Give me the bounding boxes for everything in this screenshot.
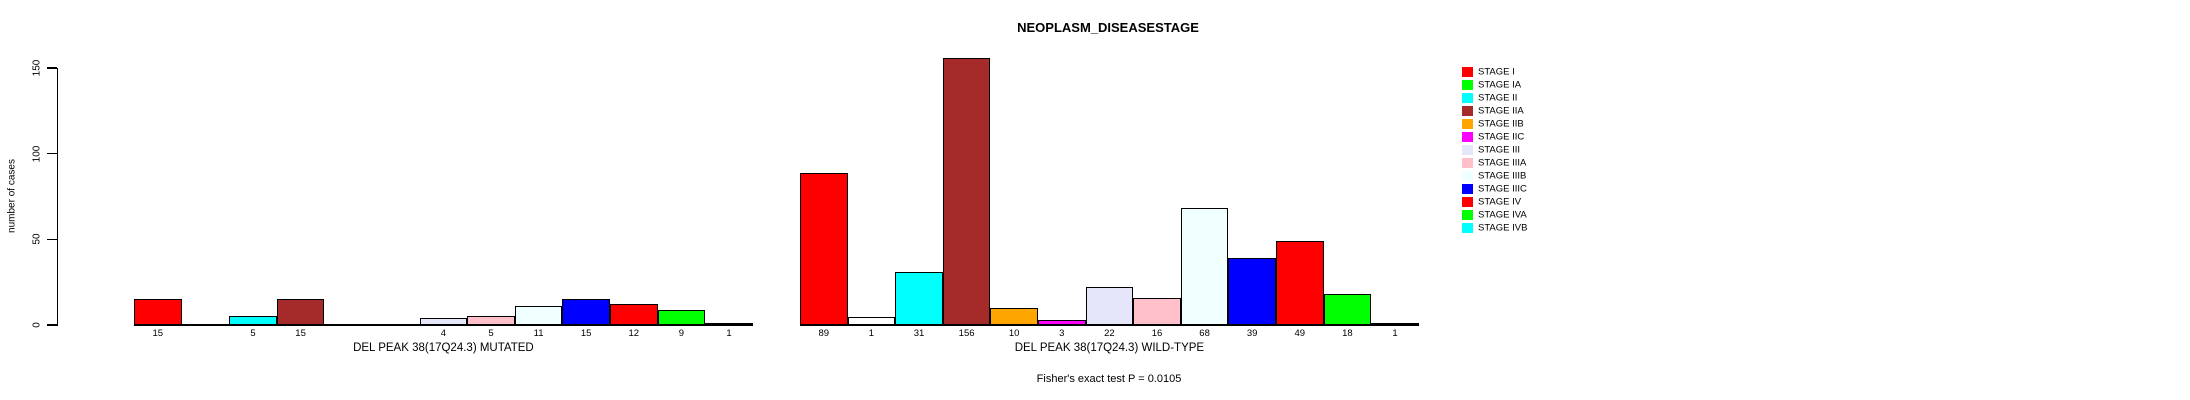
legend-label-stage-iv: STAGE IV (1478, 196, 1522, 208)
bar-stage-iva-del-peak-38-17q24-3-mutated (657, 309, 706, 325)
chart-title: NEOPLASM_DISEASESTAGE (1017, 20, 1199, 35)
bar-stage-iiib-del-peak-38-17q24-3-wild-type (1180, 208, 1229, 325)
bar-count-stage-iiic-del-peak-38-17q24-3-wild-type: 39 (1246, 328, 1258, 339)
legend-label-stage-iii: STAGE III (1478, 144, 1521, 156)
legend-label-stage-i: STAGE I (1478, 66, 1515, 78)
bar-stage-iv-del-peak-38-17q24-3-mutated (610, 304, 658, 325)
bar-count-stage-iia-del-peak-38-17q24-3-wild-type: 156 (958, 328, 975, 339)
bar-count-stage-iiic-del-peak-38-17q24-3-mutated: 15 (580, 328, 592, 339)
bar-count-stage-iiia-del-peak-38-17q24-3-mutated: 5 (488, 328, 494, 339)
legend-label-stage-iiia: STAGE IIIA (1478, 157, 1527, 169)
bar-count-stage-iiib-del-peak-38-17q24-3-wild-type: 68 (1199, 328, 1210, 339)
bar-stage-iva-del-peak-38-17q24-3-wild-type (1323, 294, 1372, 325)
bar-stage-ii-del-peak-38-17q24-3-mutated (229, 316, 277, 325)
bar-count-stage-ii-del-peak-38-17q24-3-mutated: 5 (250, 328, 256, 339)
fisher-test-annotation: Fisher's exact test P = 0.0105 (1036, 373, 1182, 385)
bar-count-stage-iva-del-peak-38-17q24-3-mutated: 9 (678, 328, 685, 339)
bar-stage-iia-del-peak-38-17q24-3-wild-type (942, 57, 991, 325)
legend-swatch-stage-iiic (1462, 183, 1473, 195)
legend-swatch-stage-iii (1462, 144, 1473, 156)
bar-count-stage-ivb-del-peak-38-17q24-3-wild-type: 1 (1392, 328, 1398, 339)
bar-stage-ivb-del-peak-38-17q24-3-wild-type (1371, 323, 1419, 326)
bar-stage-ia-del-peak-38-17q24-3-wild-type (847, 317, 896, 325)
legend-label-stage-ii: STAGE II (1478, 92, 1518, 104)
bar-stage-ivb-del-peak-38-17q24-3-mutated (705, 323, 753, 326)
y-tick-50 (47, 238, 57, 241)
bar-count-stage-iii-del-peak-38-17q24-3-mutated: 4 (440, 328, 447, 339)
bar-count-stage-ii-del-peak-38-17q24-3-wild-type: 31 (913, 328, 925, 339)
bar-count-stage-iva-del-peak-38-17q24-3-wild-type: 18 (1342, 328, 1353, 339)
legend-swatch-stage-iiia (1462, 157, 1473, 169)
legend-label-stage-iiic: STAGE IIIC (1478, 183, 1527, 195)
bar-count-stage-iia-del-peak-38-17q24-3-mutated: 15 (295, 328, 306, 339)
bar-stage-iia-del-peak-38-17q24-3-mutated (276, 299, 325, 325)
bar-count-stage-iib-del-peak-38-17q24-3-wild-type: 10 (1008, 328, 1020, 339)
bar-count-stage-ia-del-peak-38-17q24-3-wild-type: 1 (868, 328, 875, 339)
legend-swatch-stage-iv (1462, 196, 1473, 208)
legend-swatch-stage-iia (1462, 105, 1473, 117)
legend-swatch-stage-iiib (1462, 170, 1473, 182)
bar-stage-iic-del-peak-38-17q24-3-wild-type (1038, 319, 1086, 325)
legend-swatch-stage-iic (1462, 131, 1473, 143)
bar-count-stage-iv-del-peak-38-17q24-3-mutated: 12 (628, 328, 640, 339)
legend-swatch-stage-iva (1462, 209, 1473, 221)
bar-stage-iiia-del-peak-38-17q24-3-mutated (467, 316, 515, 325)
bar-stage-iii-del-peak-38-17q24-3-mutated (419, 318, 468, 325)
bar-stage-iiib-del-peak-38-17q24-3-mutated (514, 306, 563, 325)
bar-count-stage-ivb-del-peak-38-17q24-3-mutated: 1 (726, 328, 732, 339)
y-axis-line (56, 68, 58, 326)
bar-count-stage-iii-del-peak-38-17q24-3-wild-type: 22 (1104, 328, 1115, 339)
bar-stage-i-del-peak-38-17q24-3-mutated (134, 299, 182, 325)
legend-swatch-stage-ivb (1462, 222, 1473, 234)
y-tick-0 (47, 324, 57, 326)
legend-label-stage-iib: STAGE IIB (1478, 118, 1524, 130)
y-tick-100 (47, 152, 57, 155)
bar-stage-iiic-del-peak-38-17q24-3-mutated (562, 299, 610, 325)
bar-stage-iv-del-peak-38-17q24-3-wild-type (1276, 241, 1324, 325)
legend-label-stage-iva: STAGE IVA (1478, 209, 1527, 221)
group-label-del-peak-38-17q24-3-wild-type: DEL PEAK 38(17Q24.3) WILD-TYPE (1014, 342, 1205, 354)
legend-label-stage-ivb: STAGE IVB (1478, 222, 1528, 234)
bar-count-stage-i-del-peak-38-17q24-3-mutated: 15 (152, 328, 164, 339)
bar-stage-i-del-peak-38-17q24-3-wild-type (800, 172, 848, 325)
legend-swatch-stage-i (1462, 66, 1473, 78)
group-label-del-peak-38-17q24-3-mutated: DEL PEAK 38(17Q24.3) MUTATED (353, 342, 534, 354)
legend-label-stage-iiib: STAGE IIIB (1478, 170, 1527, 182)
bar-count-stage-i-del-peak-38-17q24-3-wild-type: 89 (818, 328, 830, 339)
legend-swatch-stage-ia (1462, 79, 1473, 91)
legend-swatch-stage-ii (1462, 92, 1473, 104)
bar-stage-iiic-del-peak-38-17q24-3-wild-type (1228, 258, 1276, 325)
legend-label-stage-iia: STAGE IIA (1478, 105, 1524, 117)
bar-stage-iib-del-peak-38-17q24-3-wild-type (990, 307, 1038, 325)
bar-stage-ii-del-peak-38-17q24-3-wild-type (895, 271, 943, 325)
legend-label-stage-ia: STAGE IA (1478, 79, 1522, 91)
bar-count-stage-iv-del-peak-38-17q24-3-wild-type: 49 (1294, 328, 1306, 339)
bar-stage-iiia-del-peak-38-17q24-3-wild-type (1133, 297, 1181, 325)
bar-stage-iii-del-peak-38-17q24-3-wild-type (1085, 287, 1134, 325)
bar-count-stage-iiib-del-peak-38-17q24-3-mutated: 11 (533, 328, 544, 339)
y-tick-150 (47, 67, 57, 69)
bar-count-stage-iic-del-peak-38-17q24-3-wild-type: 3 (1059, 328, 1065, 339)
legend-label-stage-iic: STAGE IIC (1478, 131, 1525, 143)
legend-swatch-stage-iib (1462, 118, 1473, 130)
bar-count-stage-iiia-del-peak-38-17q24-3-wild-type: 16 (1151, 328, 1163, 339)
